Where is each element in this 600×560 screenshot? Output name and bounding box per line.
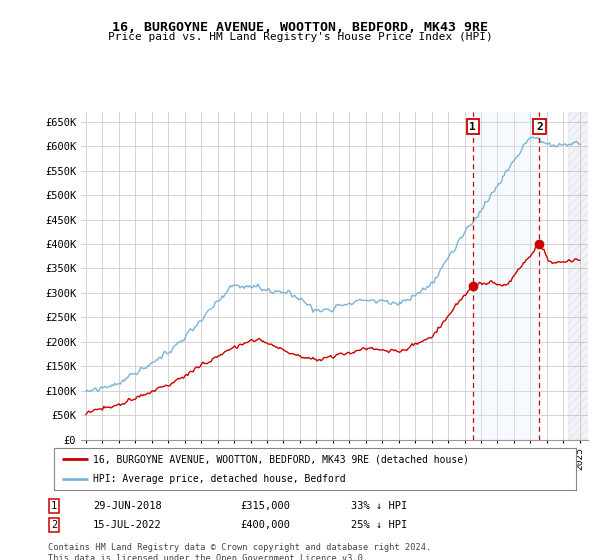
Text: £315,000: £315,000 xyxy=(240,501,290,511)
Bar xyxy=(568,112,588,440)
Text: 29-JUN-2018: 29-JUN-2018 xyxy=(93,501,162,511)
Text: £400,000: £400,000 xyxy=(240,520,290,530)
Text: 1: 1 xyxy=(469,122,476,132)
Text: Price paid vs. HM Land Registry's House Price Index (HPI): Price paid vs. HM Land Registry's House … xyxy=(107,32,493,43)
Text: Contains HM Land Registry data © Crown copyright and database right 2024.
This d: Contains HM Land Registry data © Crown c… xyxy=(48,543,431,560)
Text: 15-JUL-2022: 15-JUL-2022 xyxy=(93,520,162,530)
Text: 16, BURGOYNE AVENUE, WOOTTON, BEDFORD, MK43 9RE (detached house): 16, BURGOYNE AVENUE, WOOTTON, BEDFORD, M… xyxy=(93,454,469,464)
Text: 16, BURGOYNE AVENUE, WOOTTON, BEDFORD, MK43 9RE: 16, BURGOYNE AVENUE, WOOTTON, BEDFORD, M… xyxy=(112,21,488,34)
Text: 25% ↓ HPI: 25% ↓ HPI xyxy=(351,520,407,530)
Bar xyxy=(473,112,539,440)
Text: 2: 2 xyxy=(51,520,57,530)
Text: 2: 2 xyxy=(536,122,543,132)
Text: 33% ↓ HPI: 33% ↓ HPI xyxy=(351,501,407,511)
Text: HPI: Average price, detached house, Bedford: HPI: Average price, detached house, Bedf… xyxy=(93,474,346,484)
Text: 1: 1 xyxy=(51,501,57,511)
